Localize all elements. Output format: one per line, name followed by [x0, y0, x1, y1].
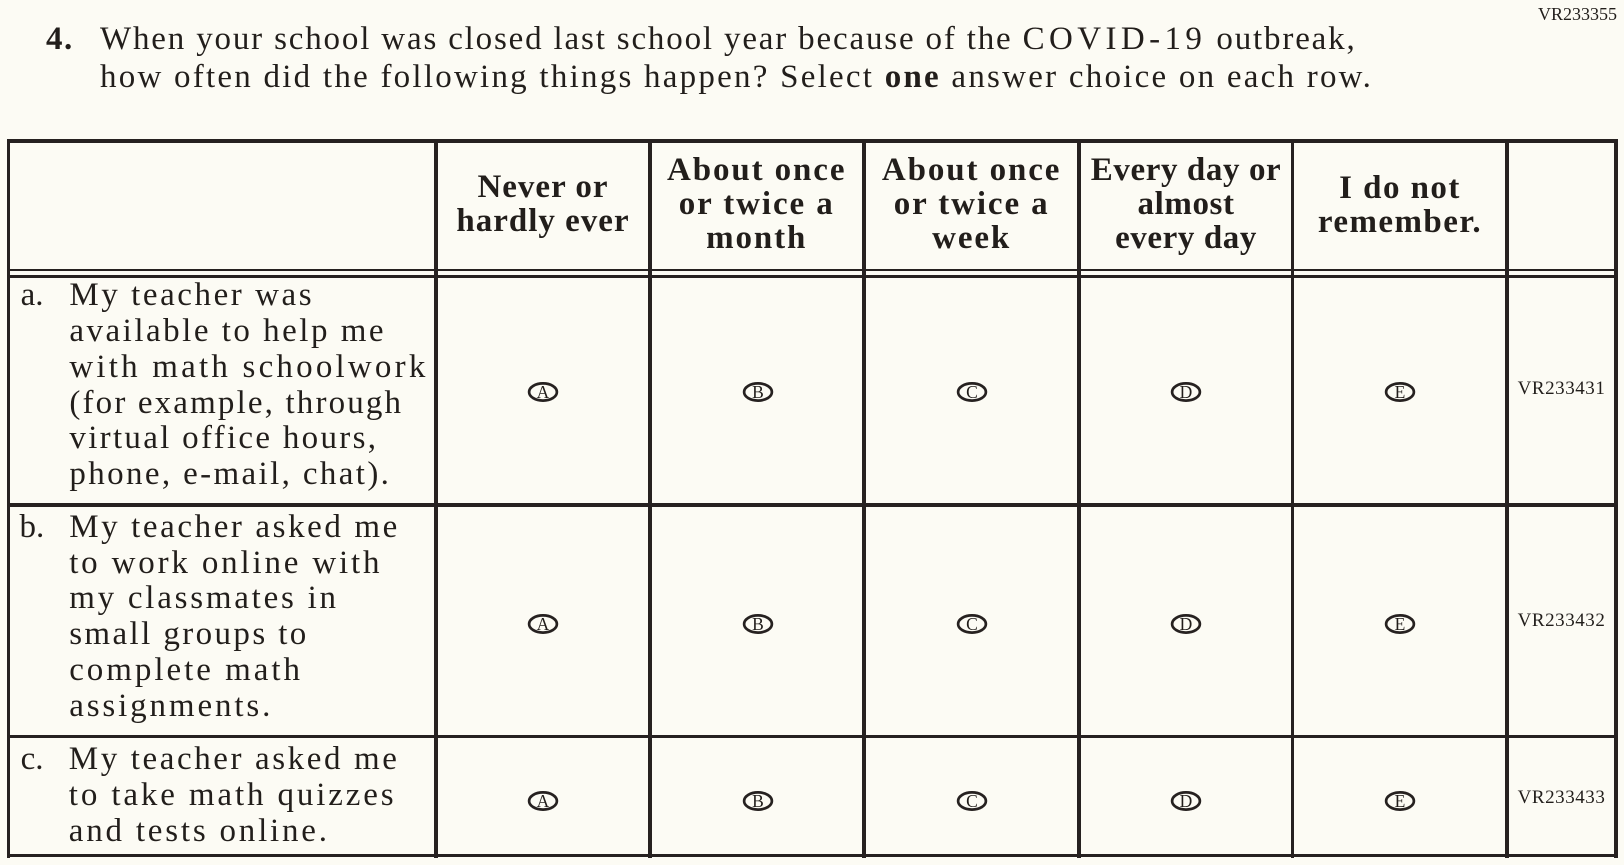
- svg-text:C: C: [966, 791, 978, 811]
- svg-text:D: D: [1180, 791, 1193, 811]
- svg-text:B: B: [752, 614, 764, 634]
- svg-text:A: A: [537, 382, 550, 402]
- svg-text:B: B: [752, 382, 764, 402]
- svg-text:A: A: [537, 791, 550, 811]
- svg-text:C: C: [966, 614, 978, 634]
- svg-text:E: E: [1395, 791, 1406, 811]
- svg-text:A: A: [537, 614, 550, 634]
- svg-text:C: C: [966, 382, 978, 402]
- svg-text:D: D: [1180, 614, 1193, 634]
- svg-text:E: E: [1395, 382, 1406, 402]
- svg-text:D: D: [1180, 382, 1193, 402]
- svg-text:E: E: [1395, 614, 1406, 634]
- svg-text:B: B: [752, 791, 764, 811]
